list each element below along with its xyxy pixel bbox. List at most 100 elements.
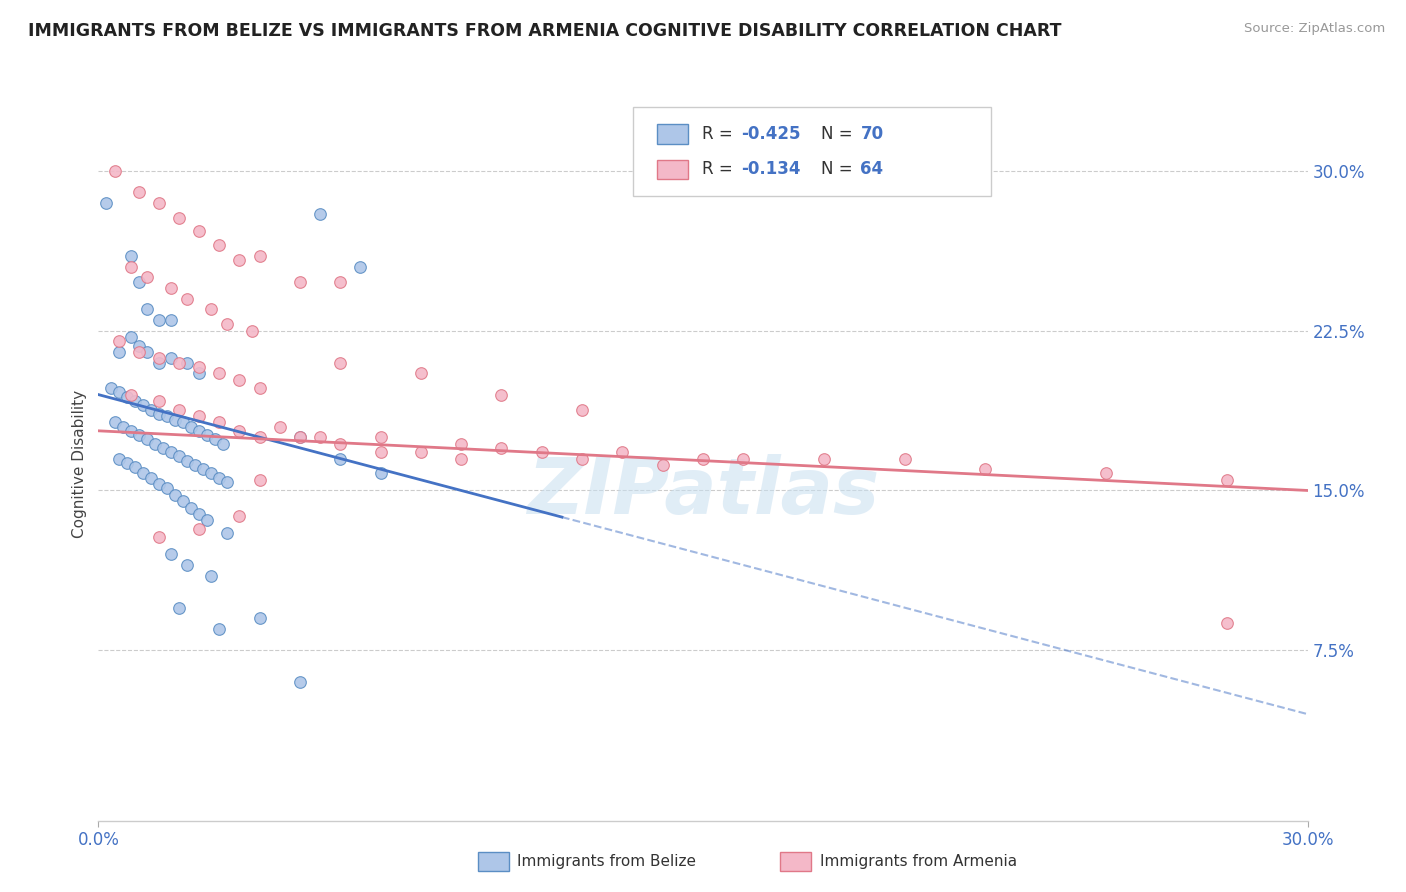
Point bbox=[571, 402, 593, 417]
Point bbox=[148, 356, 170, 370]
Point bbox=[217, 526, 239, 541]
Point bbox=[370, 430, 392, 444]
Point bbox=[135, 433, 157, 447]
Y-axis label: Cognitive Disability: Cognitive Disability bbox=[72, 390, 87, 538]
Point bbox=[309, 430, 332, 444]
Point bbox=[148, 394, 170, 409]
Point bbox=[349, 260, 371, 274]
Point bbox=[450, 436, 472, 450]
Point bbox=[156, 481, 179, 495]
Point bbox=[208, 415, 231, 429]
Point bbox=[172, 415, 194, 429]
Point bbox=[184, 458, 207, 472]
Point bbox=[176, 453, 198, 467]
Point bbox=[329, 356, 352, 370]
Point bbox=[974, 462, 997, 476]
Text: -0.425: -0.425 bbox=[741, 125, 800, 143]
Text: 70: 70 bbox=[860, 125, 883, 143]
Point bbox=[208, 238, 231, 252]
Point bbox=[103, 415, 125, 429]
Point bbox=[893, 451, 915, 466]
Point bbox=[370, 467, 392, 481]
Point bbox=[813, 451, 835, 466]
Point bbox=[1216, 473, 1239, 487]
Point bbox=[188, 522, 211, 536]
Point bbox=[163, 413, 186, 427]
Point bbox=[163, 488, 186, 502]
Point bbox=[120, 260, 142, 274]
Point bbox=[152, 441, 174, 455]
Point bbox=[249, 381, 271, 395]
Text: -0.134: -0.134 bbox=[741, 161, 800, 178]
Point bbox=[228, 424, 250, 438]
Point bbox=[167, 600, 190, 615]
Point bbox=[128, 338, 150, 352]
Point bbox=[228, 373, 250, 387]
Point bbox=[188, 367, 211, 381]
Point bbox=[107, 385, 129, 400]
Point bbox=[115, 390, 138, 404]
Point bbox=[188, 224, 211, 238]
Point bbox=[409, 445, 432, 459]
Point bbox=[115, 456, 138, 470]
Point bbox=[148, 407, 170, 421]
Point bbox=[180, 500, 202, 515]
Point bbox=[288, 430, 311, 444]
Point bbox=[651, 458, 673, 472]
Point bbox=[249, 249, 271, 263]
Point bbox=[208, 471, 231, 485]
Point bbox=[228, 509, 250, 524]
Point bbox=[217, 475, 239, 489]
Point bbox=[156, 409, 179, 423]
Point bbox=[176, 292, 198, 306]
Point bbox=[692, 451, 714, 466]
Point bbox=[128, 345, 150, 359]
Point bbox=[132, 467, 155, 481]
Point bbox=[176, 558, 198, 572]
Point bbox=[204, 433, 226, 447]
Point bbox=[200, 568, 222, 582]
Point bbox=[148, 313, 170, 327]
Point bbox=[143, 436, 166, 450]
Point bbox=[167, 450, 190, 464]
Point bbox=[329, 451, 352, 466]
Point bbox=[217, 318, 239, 332]
Point bbox=[139, 402, 162, 417]
Point bbox=[409, 367, 432, 381]
Text: R =: R = bbox=[702, 125, 738, 143]
Point bbox=[160, 351, 183, 366]
Point bbox=[135, 302, 157, 317]
Point bbox=[212, 436, 235, 450]
Text: Source: ZipAtlas.com: Source: ZipAtlas.com bbox=[1244, 22, 1385, 36]
Point bbox=[200, 467, 222, 481]
Point bbox=[148, 351, 170, 366]
Point bbox=[288, 675, 311, 690]
Text: 64: 64 bbox=[860, 161, 883, 178]
Point bbox=[200, 302, 222, 317]
Point bbox=[195, 428, 218, 442]
Point bbox=[167, 402, 190, 417]
Point bbox=[1216, 615, 1239, 630]
Point bbox=[100, 381, 122, 395]
Point bbox=[128, 275, 150, 289]
Text: Immigrants from Armenia: Immigrants from Armenia bbox=[820, 855, 1017, 869]
Point bbox=[120, 424, 142, 438]
Point bbox=[96, 195, 118, 210]
Point bbox=[188, 359, 211, 374]
Point bbox=[167, 211, 190, 225]
Point bbox=[188, 507, 211, 521]
Point bbox=[288, 430, 311, 444]
Point bbox=[120, 249, 142, 263]
Text: Immigrants from Belize: Immigrants from Belize bbox=[517, 855, 696, 869]
Point bbox=[450, 451, 472, 466]
Point bbox=[176, 356, 198, 370]
Point bbox=[249, 430, 271, 444]
Point bbox=[172, 494, 194, 508]
Point bbox=[135, 270, 157, 285]
Text: N =: N = bbox=[821, 125, 858, 143]
Text: N =: N = bbox=[821, 161, 858, 178]
Point bbox=[208, 622, 231, 636]
Point bbox=[208, 367, 231, 381]
Point bbox=[124, 394, 146, 409]
Text: ZIPatlas: ZIPatlas bbox=[527, 454, 879, 531]
